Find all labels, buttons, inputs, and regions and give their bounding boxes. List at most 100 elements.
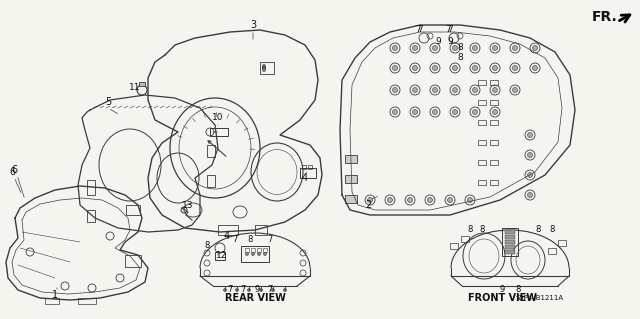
Circle shape bbox=[392, 65, 397, 70]
Text: 11: 11 bbox=[129, 84, 141, 93]
Circle shape bbox=[252, 253, 255, 256]
Bar bbox=[87, 180, 95, 195]
Bar bbox=[478, 100, 486, 105]
Text: 7: 7 bbox=[415, 26, 421, 34]
Text: 8: 8 bbox=[549, 226, 555, 234]
Text: 1: 1 bbox=[52, 290, 58, 300]
Text: 3: 3 bbox=[250, 20, 256, 30]
Text: 8: 8 bbox=[515, 286, 521, 294]
Bar bbox=[302, 165, 306, 169]
Text: 12: 12 bbox=[216, 250, 228, 259]
Text: 7: 7 bbox=[268, 286, 273, 294]
Circle shape bbox=[532, 46, 538, 50]
Bar bbox=[505, 240, 515, 244]
Text: 7: 7 bbox=[268, 235, 273, 244]
Bar bbox=[45, 298, 59, 304]
Bar bbox=[78, 298, 96, 304]
Circle shape bbox=[472, 46, 477, 50]
Bar bbox=[300, 168, 316, 178]
Text: 8: 8 bbox=[247, 235, 253, 244]
Circle shape bbox=[493, 46, 497, 50]
Bar bbox=[558, 240, 566, 246]
Circle shape bbox=[392, 109, 397, 115]
Circle shape bbox=[433, 46, 438, 50]
Bar bbox=[257, 248, 261, 252]
Text: 4: 4 bbox=[224, 231, 230, 241]
Circle shape bbox=[513, 87, 518, 93]
Bar bbox=[207, 175, 215, 187]
Circle shape bbox=[527, 132, 532, 137]
Circle shape bbox=[392, 46, 397, 50]
Circle shape bbox=[262, 65, 266, 69]
Circle shape bbox=[408, 197, 413, 203]
Circle shape bbox=[472, 65, 477, 70]
Circle shape bbox=[433, 65, 438, 70]
Circle shape bbox=[433, 87, 438, 93]
Text: 8: 8 bbox=[535, 226, 541, 234]
Circle shape bbox=[367, 197, 372, 203]
Bar bbox=[490, 180, 498, 185]
Circle shape bbox=[433, 109, 438, 115]
Circle shape bbox=[532, 65, 538, 70]
Circle shape bbox=[413, 87, 417, 93]
Bar bbox=[215, 252, 225, 260]
Bar bbox=[505, 250, 515, 254]
Text: 9: 9 bbox=[499, 286, 504, 294]
Bar bbox=[345, 175, 357, 183]
Circle shape bbox=[284, 288, 287, 292]
Bar bbox=[345, 155, 357, 163]
Circle shape bbox=[527, 192, 532, 197]
Text: 7: 7 bbox=[417, 26, 423, 34]
Bar bbox=[478, 140, 486, 145]
Bar bbox=[490, 80, 498, 85]
Circle shape bbox=[513, 46, 518, 50]
Circle shape bbox=[452, 65, 458, 70]
Bar bbox=[125, 255, 141, 267]
Circle shape bbox=[493, 87, 497, 93]
Text: 7: 7 bbox=[240, 286, 246, 294]
Bar bbox=[490, 140, 498, 145]
Text: 5: 5 bbox=[105, 97, 111, 107]
Bar bbox=[505, 235, 515, 239]
Bar bbox=[245, 248, 249, 252]
Circle shape bbox=[472, 109, 477, 115]
Circle shape bbox=[513, 65, 518, 70]
Bar bbox=[308, 165, 312, 169]
Circle shape bbox=[413, 109, 417, 115]
Text: 7: 7 bbox=[232, 235, 237, 244]
Bar bbox=[241, 246, 269, 262]
Text: 7: 7 bbox=[445, 26, 451, 34]
Circle shape bbox=[413, 65, 417, 70]
Bar bbox=[461, 236, 469, 242]
Circle shape bbox=[493, 65, 497, 70]
Circle shape bbox=[246, 253, 248, 256]
Text: 7: 7 bbox=[227, 286, 233, 294]
Text: 2: 2 bbox=[365, 200, 371, 210]
Bar bbox=[478, 160, 486, 165]
Circle shape bbox=[264, 253, 266, 256]
Circle shape bbox=[248, 288, 250, 292]
Bar bbox=[478, 80, 486, 85]
Bar bbox=[502, 228, 518, 256]
Circle shape bbox=[262, 64, 266, 68]
Text: 9: 9 bbox=[435, 38, 441, 47]
Text: REAR VIEW: REAR VIEW bbox=[225, 293, 285, 303]
Circle shape bbox=[223, 288, 227, 292]
Circle shape bbox=[452, 109, 458, 115]
Text: 7: 7 bbox=[447, 26, 453, 34]
Bar bbox=[490, 160, 498, 165]
Circle shape bbox=[428, 197, 433, 203]
Circle shape bbox=[493, 109, 497, 115]
Text: 8: 8 bbox=[457, 43, 463, 53]
Text: 10: 10 bbox=[212, 114, 224, 122]
Circle shape bbox=[271, 288, 275, 292]
Text: 13: 13 bbox=[182, 201, 194, 210]
Text: 8: 8 bbox=[479, 226, 484, 234]
Bar bbox=[207, 145, 215, 157]
Bar bbox=[490, 100, 498, 105]
Bar bbox=[450, 243, 458, 249]
Bar bbox=[478, 180, 486, 185]
Bar bbox=[251, 248, 255, 252]
Circle shape bbox=[262, 68, 266, 70]
Bar bbox=[260, 62, 274, 74]
